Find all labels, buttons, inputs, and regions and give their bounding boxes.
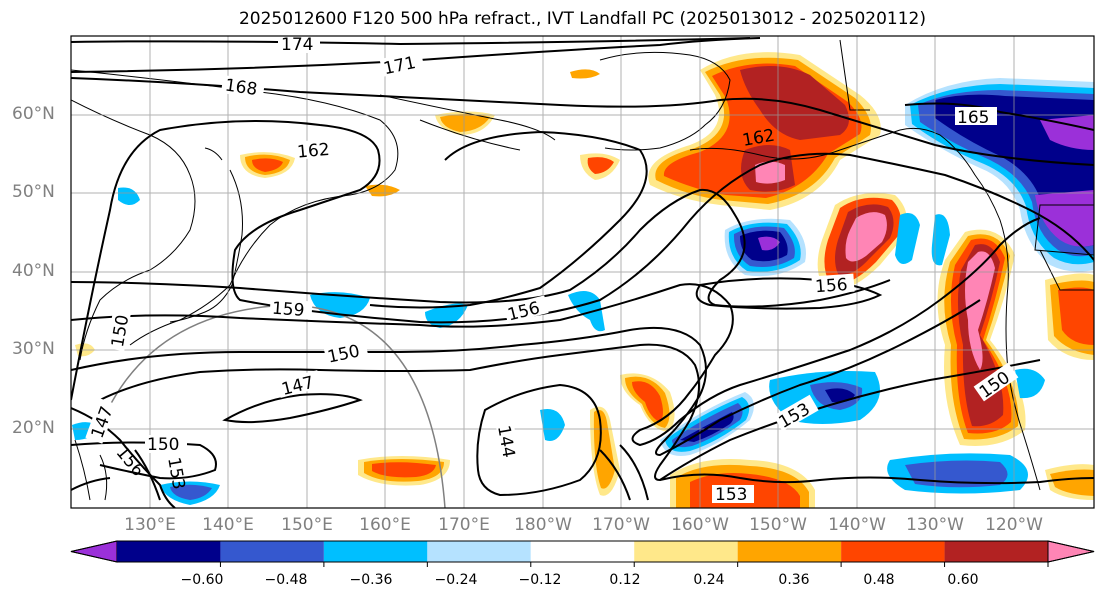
lat-label: 20°N bbox=[12, 418, 55, 438]
lat-label: 30°N bbox=[12, 339, 55, 359]
colorbar-segment bbox=[323, 541, 428, 562]
lon-label: 140°E bbox=[202, 515, 254, 535]
colorbar-extend-max bbox=[1047, 540, 1095, 563]
colorbar-segment bbox=[427, 541, 531, 562]
contour-lines bbox=[71, 37, 1094, 508]
contour-label: 153 bbox=[715, 485, 747, 505]
lon-label: 150°E bbox=[281, 515, 333, 535]
map-frame bbox=[70, 35, 1095, 509]
contour-label: 159 bbox=[271, 299, 305, 321]
colorbar-segment bbox=[530, 541, 635, 562]
colorbar-segment bbox=[117, 541, 221, 562]
contour-label: 165 bbox=[957, 108, 989, 128]
contour-label: 174 bbox=[281, 35, 313, 55]
lon-label: 130°E bbox=[124, 515, 176, 535]
colorbar-tick-label: 0.12 bbox=[609, 572, 641, 588]
colorbar-tick-label: −0.48 bbox=[264, 572, 308, 588]
lon-label: 140°W bbox=[828, 515, 886, 535]
map-area: 174 171 168 165 162 162 159 156 156 153 … bbox=[71, 35, 1094, 508]
colorbar-tick-label: −0.36 bbox=[349, 572, 393, 588]
lon-label: 150°W bbox=[749, 515, 807, 535]
lon-label: 170°W bbox=[592, 515, 650, 535]
colorbar-tick-label: −0.24 bbox=[434, 572, 478, 588]
lon-label: 180°W bbox=[514, 515, 572, 535]
contour-label: 150 bbox=[147, 435, 179, 455]
colorbar-segment bbox=[737, 541, 842, 562]
colorbar-tick-label: 0.36 bbox=[778, 572, 810, 588]
colorbar-tick-label: −0.60 bbox=[180, 572, 224, 588]
lon-label: 160°E bbox=[359, 515, 411, 535]
contour-label: 168 bbox=[224, 76, 259, 100]
colorbar-segment bbox=[944, 541, 1048, 562]
colorbar-segment bbox=[634, 541, 738, 562]
lon-label: 160°W bbox=[671, 515, 729, 535]
contour-label-group: 174 171 168 165 162 162 159 156 156 153 … bbox=[85, 35, 1019, 505]
colorbar-tick-label: 0.60 bbox=[947, 572, 979, 588]
colorbar-tick-label: −0.12 bbox=[518, 572, 562, 588]
lon-label: 120°W bbox=[985, 515, 1043, 535]
lon-label: 170°E bbox=[438, 515, 490, 535]
contour-label: 156 bbox=[814, 275, 848, 297]
figure-title: 2025012600 F120 500 hPa refract., IVT La… bbox=[238, 9, 926, 29]
gridlines bbox=[71, 36, 1094, 508]
contour-label: 162 bbox=[296, 140, 330, 163]
colorbar-segment bbox=[841, 541, 945, 562]
colorbar bbox=[70, 540, 1095, 567]
colorbar-extend-min bbox=[70, 540, 118, 563]
colorbar-tick-label: 0.24 bbox=[693, 572, 725, 588]
colorbar-tick-label: 0.48 bbox=[863, 572, 895, 588]
lat-label: 40°N bbox=[12, 261, 55, 281]
lat-label: 50°N bbox=[12, 182, 55, 202]
lon-label: 130°W bbox=[906, 515, 964, 535]
colorbar-segment bbox=[220, 541, 324, 562]
lat-label: 60°N bbox=[12, 104, 55, 124]
colorbar-outline bbox=[70, 540, 1095, 563]
